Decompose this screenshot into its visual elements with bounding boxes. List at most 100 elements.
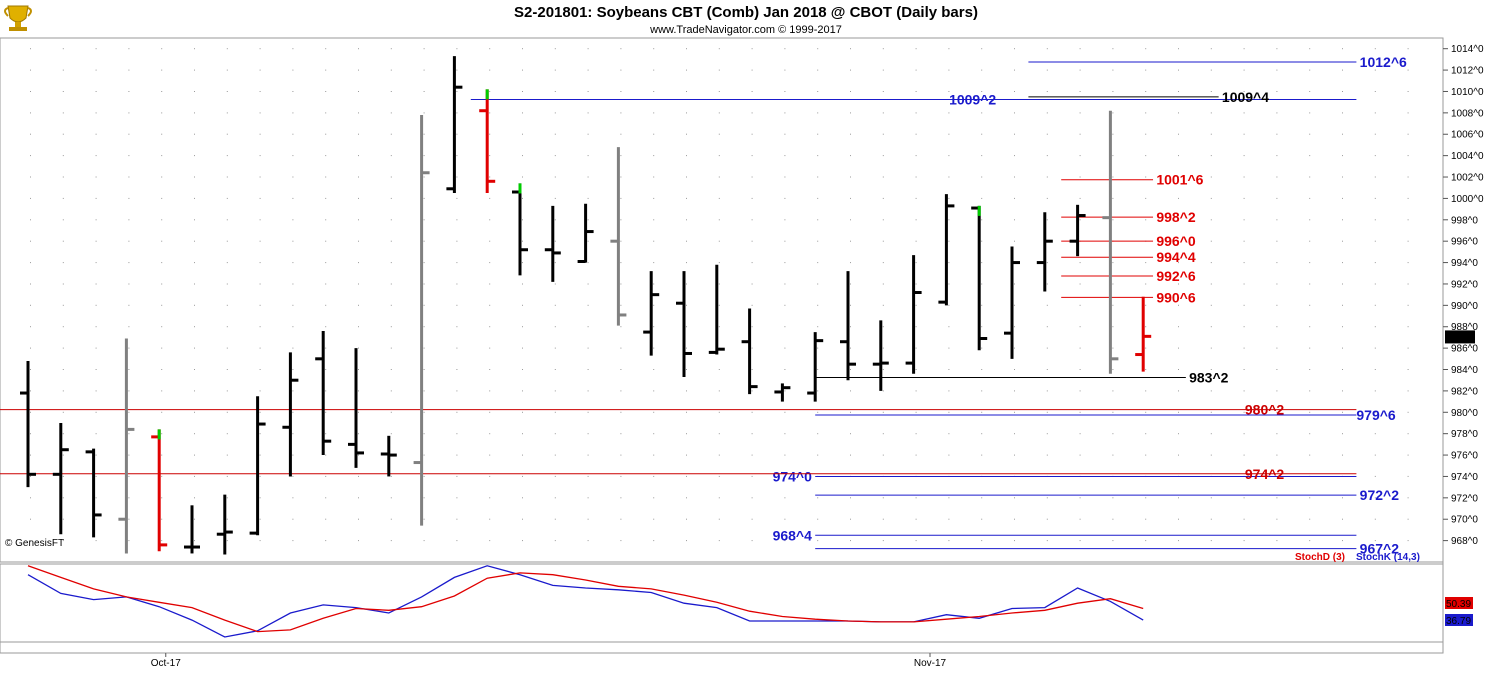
grid-dot [718, 219, 720, 221]
level-label: 983^2 [1189, 370, 1229, 386]
level-label: 990^6 [1156, 289, 1196, 305]
grid-dot [1276, 112, 1278, 114]
grid-dot [1014, 433, 1015, 435]
grid-dot [1145, 518, 1147, 520]
grid-dot [325, 475, 327, 477]
grid-dot [948, 497, 950, 499]
grid-dot [751, 454, 753, 456]
grid-dot [1014, 390, 1015, 392]
grid-dot [718, 433, 720, 435]
grid-dot [30, 518, 31, 520]
grid-dot [161, 518, 163, 520]
grid-dot [456, 497, 458, 499]
grid-dot [456, 454, 458, 456]
grid-dot [948, 155, 950, 157]
grid-dot [554, 347, 556, 349]
grid-dot [194, 197, 195, 199]
grid-dot [882, 219, 884, 221]
grid-dot [784, 518, 786, 520]
grid-dot [456, 433, 458, 435]
grid-dot [62, 475, 64, 477]
grid-dot [1407, 454, 1409, 456]
grid-dot [489, 283, 491, 285]
grid-dot [30, 369, 31, 370]
grid-dot [1178, 48, 1179, 50]
grid-dot [456, 304, 458, 306]
y-tick-label: 1014^0 [1451, 44, 1484, 55]
grid-dot [1079, 133, 1081, 135]
grid-dot [587, 262, 589, 264]
grid-dot [161, 112, 163, 114]
grid-dot [259, 390, 261, 392]
grid-dot [489, 411, 491, 413]
grid-dot [1046, 411, 1048, 413]
grid-dot [30, 304, 31, 306]
grid-dot [915, 433, 917, 435]
y-tick-label: 994^0 [1451, 258, 1478, 269]
grid-dot [62, 240, 64, 242]
grid-dot [915, 454, 917, 456]
grid-dot [423, 91, 425, 92]
grid-dot [981, 48, 983, 50]
grid-dot [456, 240, 458, 242]
grid-dot [1145, 155, 1147, 157]
stoch-line [27, 565, 1144, 638]
grid-dot [325, 133, 327, 135]
grid-dot [1210, 133, 1212, 135]
grid-dot [882, 326, 884, 328]
grid-dot [194, 369, 195, 370]
grid-dot [751, 304, 753, 306]
grid-dot [522, 326, 523, 328]
trophy-icon [4, 5, 32, 31]
grid-dot [1210, 304, 1212, 306]
grid-dot [850, 304, 851, 306]
grid-dot [62, 155, 64, 157]
grid-dot [95, 219, 97, 221]
grid-dot [390, 326, 392, 328]
grid-dot [1014, 497, 1015, 499]
grid-dot [1145, 283, 1147, 285]
grid-dot [1079, 48, 1081, 50]
grid-dot [226, 540, 228, 542]
grid-dot [1243, 176, 1245, 178]
grid-dot [390, 304, 392, 306]
grid-dot [226, 433, 228, 435]
grid-dot [948, 133, 950, 135]
grid-dot [817, 347, 819, 349]
grid-dot [489, 369, 491, 370]
grid-dot [1046, 219, 1048, 221]
grid-dot [161, 219, 163, 221]
level-label: 979^6 [1356, 407, 1396, 423]
grid-dot [751, 112, 753, 114]
grid-dot [1112, 262, 1114, 264]
grid-dot [1046, 283, 1048, 285]
grid-dot [325, 240, 327, 242]
grid-dot [95, 475, 97, 477]
grid-dot [95, 390, 97, 392]
grid-dot [194, 475, 195, 477]
grid-dot [817, 326, 819, 328]
grid-dot [1046, 48, 1048, 50]
grid-dot [390, 497, 392, 499]
grid-dot [751, 433, 753, 435]
grid-dot [554, 155, 556, 157]
grid-dot [259, 326, 261, 328]
grid-dot [194, 240, 195, 242]
grid-dot [30, 91, 31, 92]
grid-dot [62, 369, 64, 370]
grid-dot [62, 518, 64, 520]
grid-dot [784, 390, 786, 392]
copyright-note: © GenesisFT [5, 538, 64, 549]
grid-dot [456, 540, 458, 542]
grid-dot [653, 497, 655, 499]
grid-dot [259, 91, 261, 92]
grid-dot [882, 454, 884, 456]
grid-dot [1014, 540, 1015, 542]
level-label: 972^2 [1360, 487, 1400, 503]
grid-dot [1407, 497, 1409, 499]
grid-dot [981, 454, 983, 456]
grid-dot [1374, 411, 1376, 413]
grid-dot [882, 155, 884, 157]
grid-dot [948, 112, 950, 114]
